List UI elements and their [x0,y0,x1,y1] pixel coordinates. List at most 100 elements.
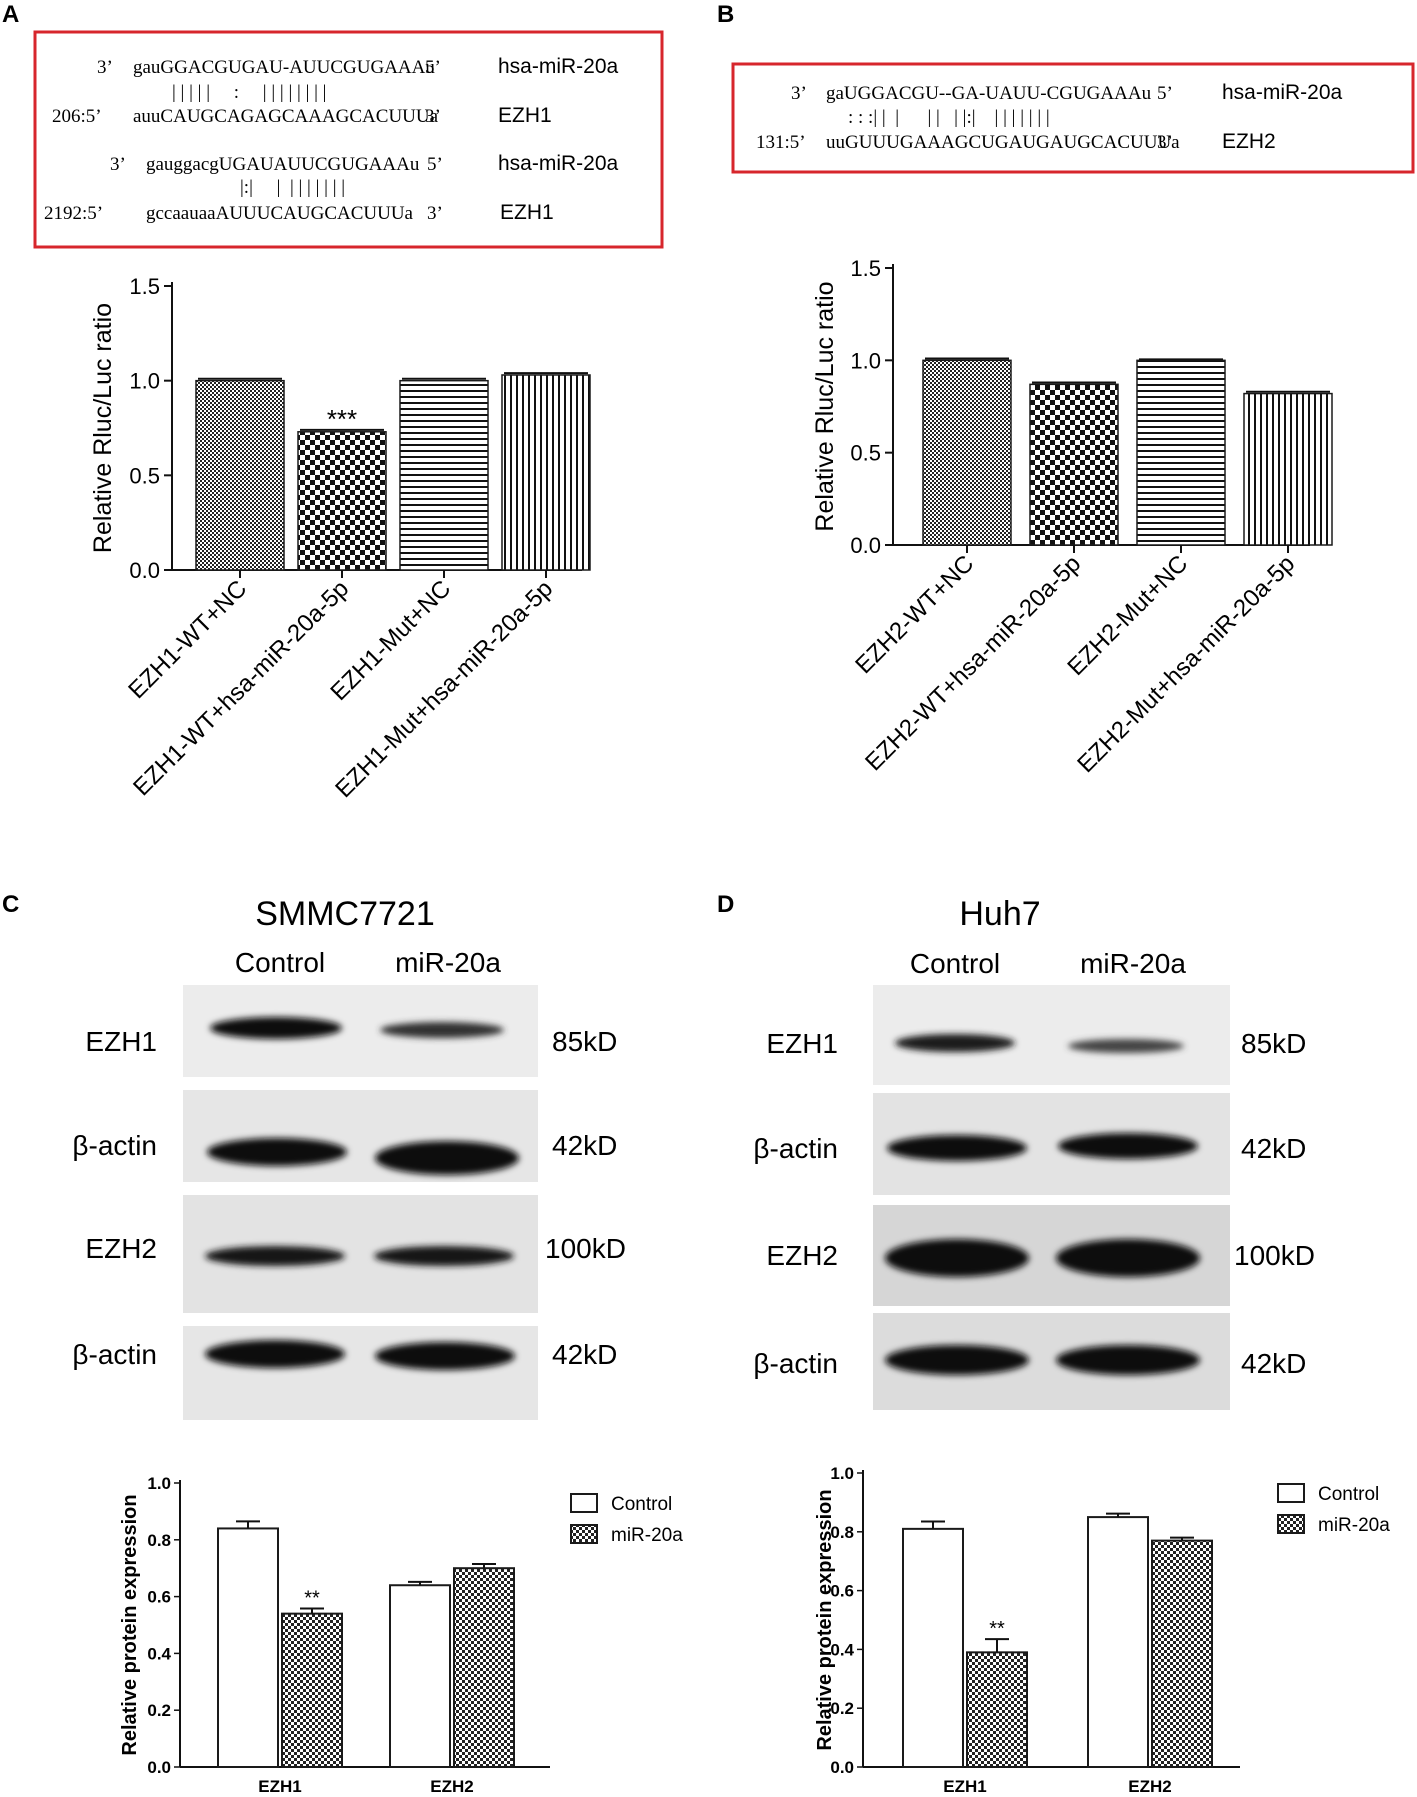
lane-label-control: Control [235,947,325,978]
bar [501,374,591,571]
target-sequence: gccaauaaAUUUCAUGCACUUUa [146,203,414,224]
target-prefix: 206:5’ [52,106,102,127]
lane-label-mir20a: miR-20a [1080,948,1186,979]
y-tick-label: 0.6 [830,1582,854,1601]
molecular-weight: 42kD [1241,1133,1306,1164]
y-tick-label: 1.0 [830,1464,854,1483]
y-tick-label: 1.0 [147,1474,171,1493]
mir-sequence: gauggacgUGAUAUUCGUGAAAu [146,154,420,175]
molecular-weight: 42kD [552,1339,617,1370]
band [1056,1239,1200,1277]
y-axis-label: Relative protein expression [119,1494,141,1755]
x-tick-label: EZH2-WT+hsa-miR-20a-5p [860,550,1086,776]
y-axis-label: Relative protein expression [814,1489,836,1750]
mir-name: hsa-miR-20a [498,152,619,175]
y-tick-label: 0.6 [147,1588,171,1607]
y-tick-label: 1.0 [850,348,881,373]
row-label: β-actin [72,1339,157,1370]
legend-swatch [1277,1514,1305,1534]
significance-marker: ** [989,1618,1005,1640]
y-tick-label: 0.2 [147,1701,171,1720]
panel-a-alignment-box: 3’ gauGGACGUGAU-AUUCGUGAAAu 5’ hsa-miR-2… [33,30,664,249]
panel-c-western-blot: SMMC7721 Control miR-20a EZH1 β-actin EZ… [72,895,626,1420]
bar [1151,1539,1213,1768]
y-tick-label: 0.8 [830,1523,854,1542]
bar [1136,359,1226,546]
row-label: β-actin [72,1130,157,1161]
molecular-weight: 42kD [1241,1348,1306,1379]
y-tick-label: 0.5 [129,463,160,488]
x-tick-label: EZH1 [258,1777,301,1796]
y-tick-label: 0.2 [830,1699,854,1718]
band [885,1239,1029,1277]
bar [195,379,285,571]
band [375,1141,519,1175]
y-tick-label: 0.0 [830,1758,854,1777]
y-tick-label: 0.4 [830,1640,854,1659]
legend-label: miR-20a [1318,1515,1390,1536]
row-label: EZH1 [766,1028,838,1059]
chart-a-luciferase: 0.0 0.5 1.0 1.5 Relative Rluc/Luc ratio EZH1-… [89,274,591,803]
molecular-weight: 100kD [1234,1240,1315,1271]
blot-title: Huh7 [959,895,1040,933]
panel-d-western-blot: Huh7 Control miR-20a EZH1 β-actin EZH2 β… [753,895,1315,1410]
y-tick-label: 0.5 [850,441,881,466]
significance-marker: ** [304,1588,320,1610]
x-tick-label: EZH1-Mut+hsa-miR-20a-5p [330,575,558,803]
band [885,1345,1029,1375]
band [887,1135,1027,1161]
bar [297,431,387,571]
blot-strip [873,985,1230,1085]
mir-prefix: 3’ [791,83,807,104]
legend-swatch [1277,1483,1305,1503]
mir-prefix: 3’ [97,57,113,78]
band [1068,1039,1184,1053]
molecular-weight: 85kD [1241,1028,1306,1059]
x-tick-label: EZH2-Mut+hsa-miR-20a-5p [1072,550,1300,778]
row-label: EZH2 [766,1240,838,1271]
significance-marker: *** [327,404,357,434]
molecular-weight: 85kD [552,1026,617,1057]
blot-strip [183,1326,538,1420]
y-axis-label: Relative Rluc/Luc ratio [89,303,117,553]
target-suffix: 3’ [1157,132,1173,153]
chart-d-protein-expression: 0.0 0.2 0.4 0.6 0.8 1.0 Relative protein expre… [814,1464,1390,1796]
panel-letter-b: B [717,1,734,28]
band [375,1342,515,1370]
y-axis-label: Relative Rluc/Luc ratio [811,281,839,531]
band [895,1034,1015,1052]
bar [902,1527,964,1768]
band [1056,1345,1200,1375]
target-suffix: 3’ [427,203,443,224]
x-tick-label: EZH2 [430,1777,473,1796]
legend-swatch [570,1493,598,1513]
lane-label-control: Control [910,948,1000,979]
pairing-marks: |:| | | | | | | | | [240,177,345,198]
target-suffix: 3’ [425,106,441,127]
target-sequence: uuGUUUGAAAGCUGAUGAUGCACUUUa [826,132,1180,153]
x-tick-label: EZH2 [1128,1777,1171,1796]
legend-label: Control [1318,1484,1379,1505]
mir-suffix: 5’ [427,154,443,175]
target-prefix: 131:5’ [756,132,806,153]
chart-c-protein-expression: 0.0 0.2 0.4 0.6 0.8 1.0 Relative protein expre… [119,1474,683,1796]
y-tick-label: 1.5 [850,256,881,281]
band [205,1340,345,1368]
y-tick-label: 0.4 [147,1644,171,1663]
band [210,1017,342,1039]
target-name: EZH2 [1222,130,1276,153]
mir-sequence: gaUGGACGU--GA-UAUU-CGUGAAAu [826,83,1152,104]
row-label: β-actin [753,1348,838,1379]
panel-letter-c: C [2,891,19,918]
mir-suffix: 5’ [425,57,441,78]
molecular-weight: 100kD [545,1233,626,1264]
bar [453,1567,515,1768]
bar [217,1527,279,1768]
band [207,1138,347,1166]
y-tick-label: 1.0 [129,369,160,394]
legend-label: Control [611,1494,672,1515]
mir-prefix: 3’ [110,154,126,175]
legend-label: miR-20a [611,1525,683,1546]
y-tick-label: 0.0 [129,558,160,583]
